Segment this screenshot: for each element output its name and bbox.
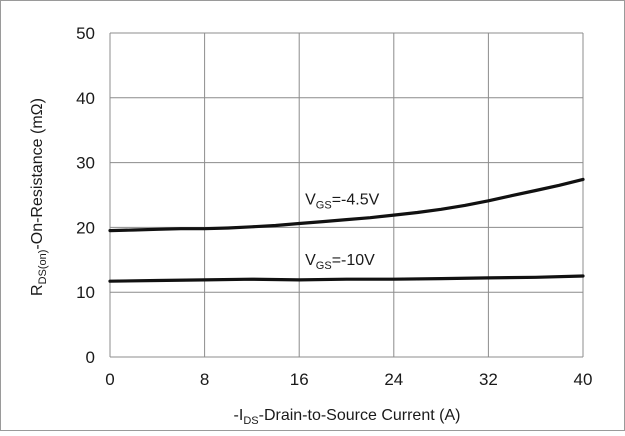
x-axis-title: -IDS-Drain-to-Source Current (A) — [234, 407, 461, 427]
x-tick-label: 16 — [290, 370, 309, 389]
x-axis-title-suffix: -Drain-to-Source Current (A) — [259, 407, 461, 424]
y-tick-label: 30 — [76, 154, 95, 173]
y-axis-title-prefix: R — [29, 284, 46, 296]
x-tick-label: 32 — [479, 370, 498, 389]
y-tick-label: 50 — [76, 24, 95, 43]
x-tick-label: 0 — [105, 370, 114, 389]
x-axis-title-prefix: -I — [234, 407, 244, 424]
y-axis-title: RDS(on)-On-Resistance (mΩ) — [29, 98, 49, 296]
y-axis-title-suffix: -On-Resistance (mΩ) — [29, 98, 46, 250]
series-line-1 — [108, 177, 585, 233]
y-tick-label: 10 — [76, 283, 95, 302]
series-label-subscript: GS — [316, 200, 332, 212]
series-label-subscript: GS — [316, 260, 332, 272]
series-line-2 — [108, 274, 585, 283]
x-tick-labels: 0 8 16 24 32 40 — [105, 370, 592, 389]
series-label-prefix: V — [305, 192, 316, 209]
series-label-1: VGS=-4.5V — [305, 192, 379, 212]
x-tick-label: 8 — [200, 370, 209, 389]
series-label-suffix: =-4.5V — [332, 192, 380, 209]
series-label-2: VGS=-10V — [305, 252, 375, 272]
series-label-suffix: =-10V — [332, 252, 375, 269]
y-tick-labels: 0 10 20 30 40 50 — [76, 24, 95, 367]
x-tick-label: 40 — [574, 370, 593, 389]
series-label-prefix: V — [305, 252, 316, 269]
y-axis-title-subscript: DS(on) — [37, 250, 49, 285]
x-axis-title-subscript: DS — [243, 415, 258, 427]
y-tick-label: 0 — [86, 348, 95, 367]
x-tick-label: 24 — [384, 370, 403, 389]
series-lines — [108, 177, 585, 283]
y-tick-label: 40 — [76, 89, 95, 108]
y-tick-label: 20 — [76, 218, 95, 237]
